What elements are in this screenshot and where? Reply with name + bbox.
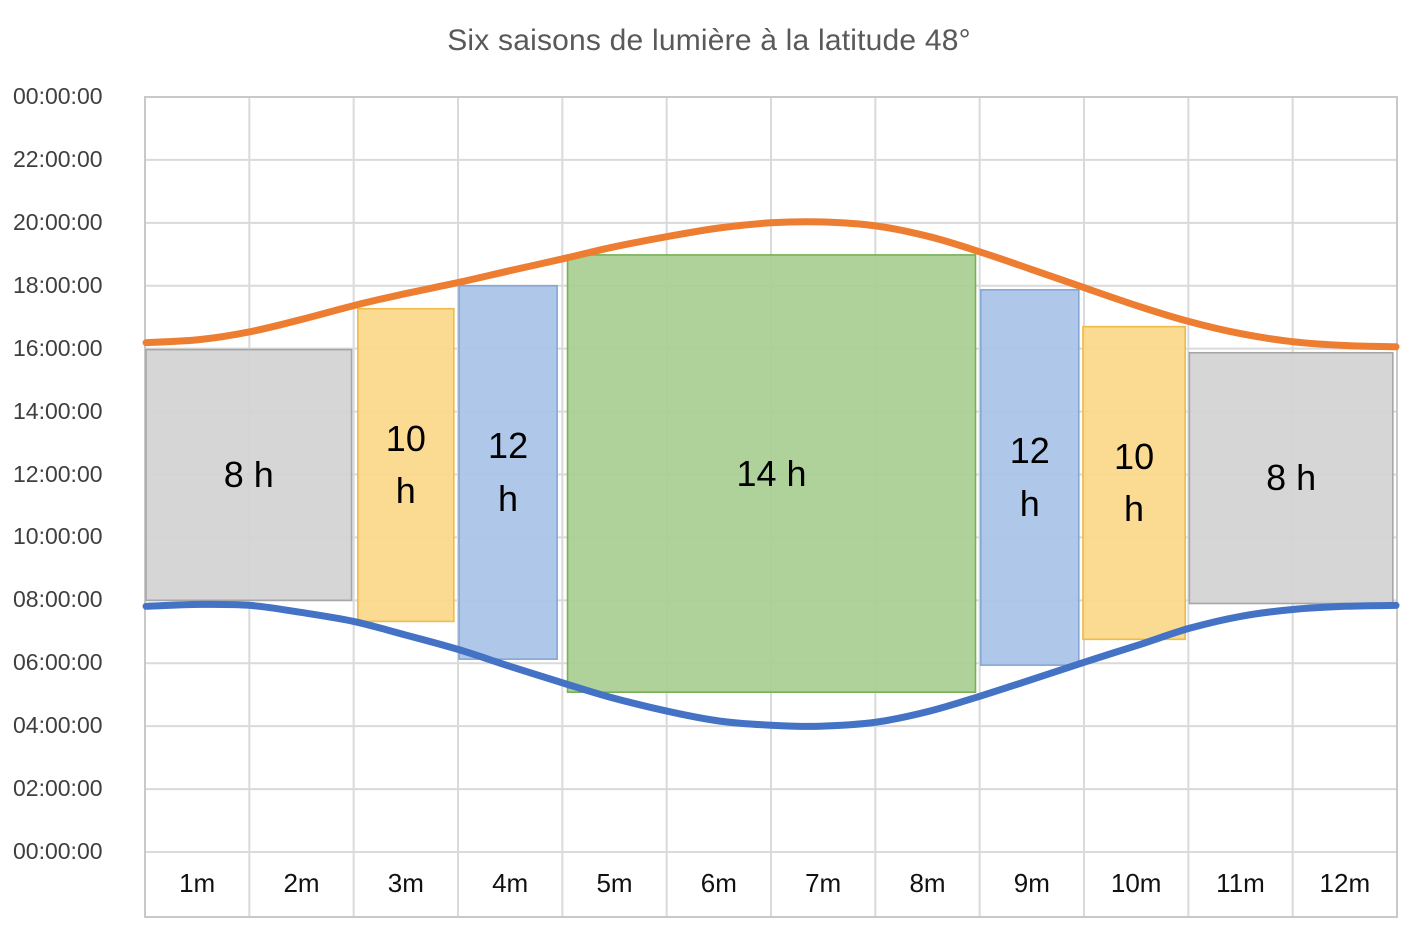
season-band	[145, 348, 353, 602]
season-band	[1082, 325, 1187, 641]
plot-frame	[144, 96, 1398, 918]
chart-title: Six saisons de lumière à la latitude 48°	[447, 24, 971, 57]
season-band	[566, 254, 977, 693]
sunrise-curve	[142, 600, 1400, 730]
season-band	[357, 307, 455, 623]
season-band	[458, 284, 558, 660]
season-band	[1188, 351, 1394, 605]
sunset-curve	[142, 218, 1400, 351]
season-band	[979, 289, 1080, 666]
